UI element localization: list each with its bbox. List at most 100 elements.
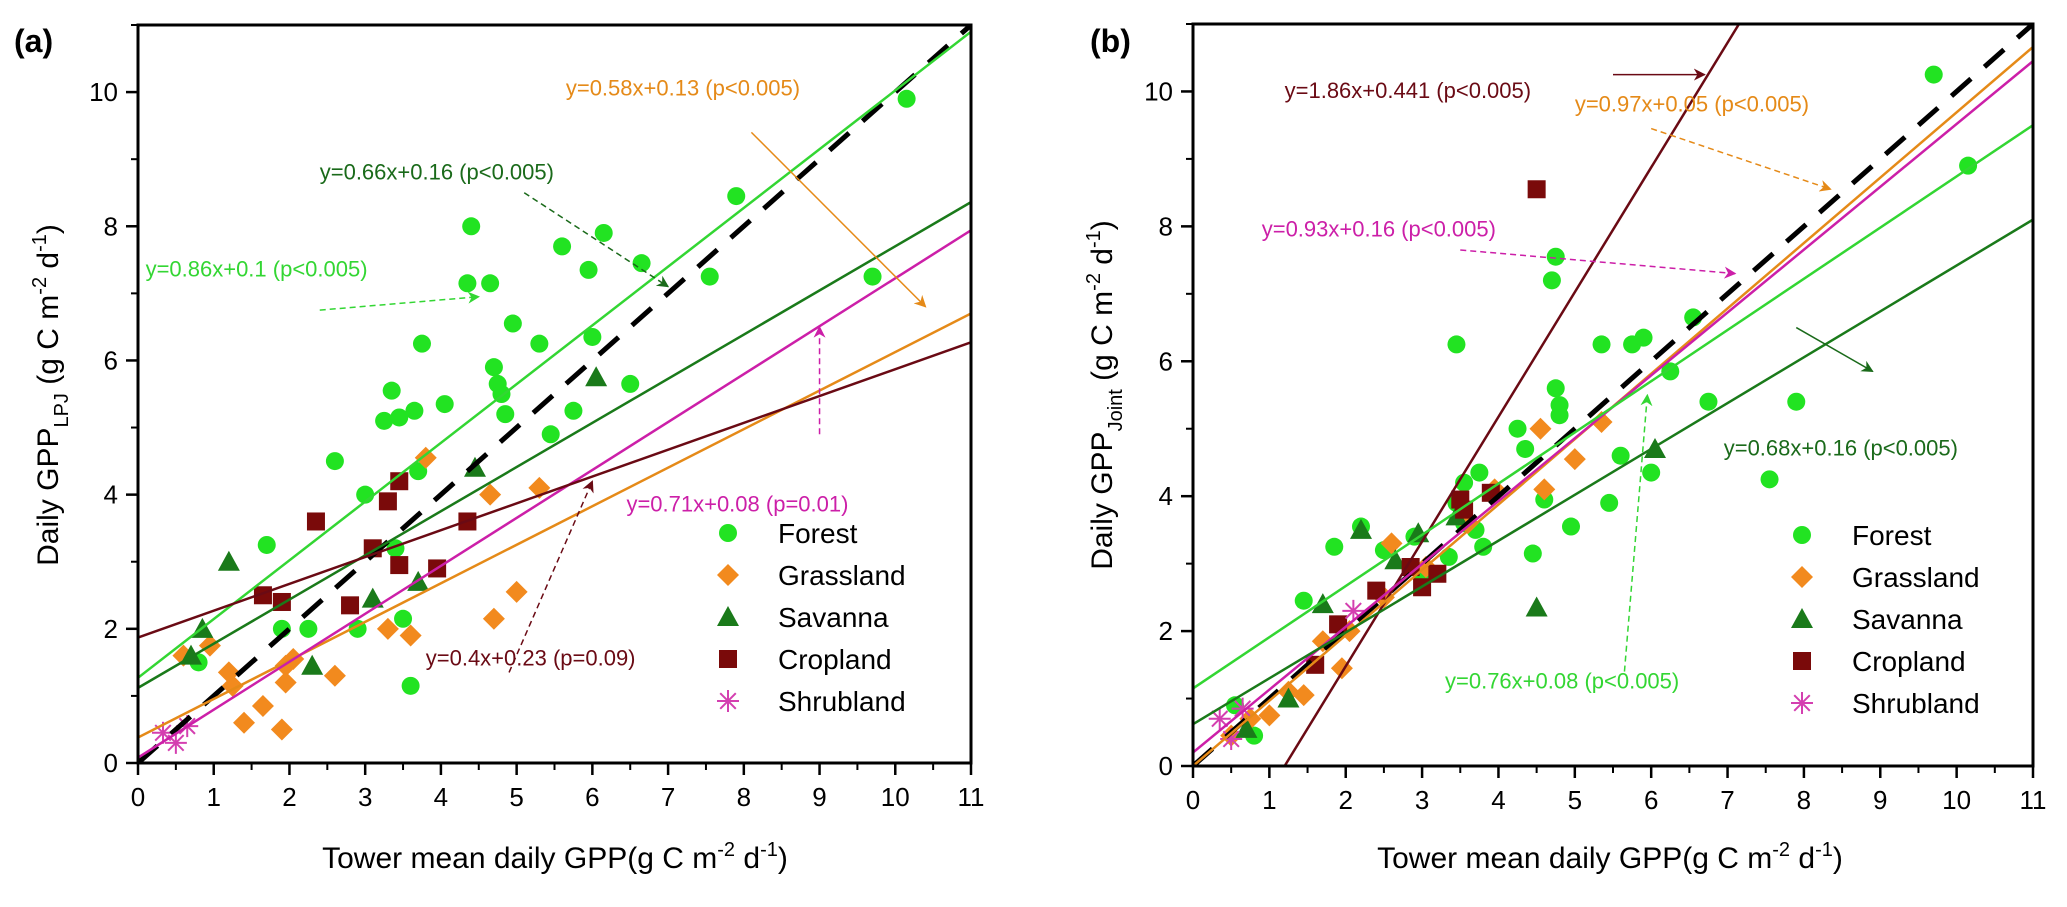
data-point-forest <box>401 676 420 695</box>
annotation-arrow <box>1460 249 1737 279</box>
equation-label: y=0.68x+0.16 (p<0.005) <box>1724 436 1958 461</box>
x-axis-title: Tower mean daily GPP(g C m-2 d-1) <box>322 839 788 875</box>
y-tick-label: 2 <box>104 614 118 644</box>
y-axis: 0 2 4 6 8 10 <box>89 24 138 778</box>
data-point-forest <box>1546 247 1565 266</box>
y-axis-title: Daily GPPLPJ (g C m-2 d-1) <box>29 224 73 566</box>
y-axis-title: Daily GPPJoint (g C m-2 d-1) <box>1083 220 1127 570</box>
legend-label: Savanna <box>1852 604 1963 635</box>
data-point-forest <box>621 374 640 393</box>
data-point-forest <box>594 223 613 242</box>
y-tick-label: 8 <box>1159 211 1173 241</box>
legend: Forest Grassland Savanna Cropland Shrubland <box>1791 520 1980 719</box>
fit-line-savanna <box>1193 218 2033 726</box>
plot-area: y=1.86x+0.441 (p<0.005) y=0.97x+0.05 (p<0… <box>1193 24 2033 766</box>
legend-label: Savanna <box>778 602 889 633</box>
data-point-forest <box>1924 65 1943 84</box>
data-point-grassland <box>1380 532 1403 555</box>
y-axis: 0 2 4 6 8 10 <box>1144 23 1193 781</box>
y-tick-label: 10 <box>1144 76 1173 106</box>
legend-marker-savanna <box>717 606 739 626</box>
equation-label: y=0.76x+0.08 (p<0.005) <box>1445 668 1679 693</box>
panel-a: (a) y=0.58x+0.13 (p<0.005) y=0.66x+0.16 (… <box>14 23 985 875</box>
data-point-grassland <box>1590 410 1613 433</box>
legend-item-savanna: Savanna <box>1791 604 1963 635</box>
y-tick-label: 4 <box>104 480 118 510</box>
x-tick-label: 6 <box>1644 785 1658 815</box>
legend-label: Grassland <box>778 560 906 591</box>
legend-marker-cropland <box>719 650 737 668</box>
data-point-forest <box>1760 470 1779 489</box>
y-tick-label: 2 <box>1159 616 1173 646</box>
data-point-forest <box>553 237 572 256</box>
data-point-forest <box>1523 544 1542 563</box>
y-tick-label: 4 <box>1159 481 1173 511</box>
annotation-arrow <box>508 480 594 673</box>
data-point-forest <box>1959 156 1978 175</box>
y-tick-label: 8 <box>104 211 118 241</box>
data-point-forest <box>897 89 916 108</box>
x-tick-label: 9 <box>812 782 826 812</box>
data-point-forest <box>1546 379 1565 398</box>
one-to-one-line <box>1193 24 2033 766</box>
data-point-grassland <box>251 694 274 717</box>
data-point-forest <box>484 358 503 377</box>
x-tick-label: 8 <box>1797 785 1811 815</box>
data-point-savanna <box>1525 596 1548 617</box>
data-point-grassland <box>414 446 437 469</box>
equation-label: y=1.86x+0.441 (p<0.005) <box>1285 78 1531 103</box>
data-point-cropland <box>1329 615 1348 634</box>
data-point-forest <box>375 411 394 430</box>
equation-label: y=0.86x+0.1 (p<0.005) <box>146 257 368 282</box>
panel-label: (b) <box>1090 23 1131 59</box>
data-point-forest <box>405 401 424 420</box>
series-forest <box>189 89 916 695</box>
data-point-savanna <box>1350 518 1372 539</box>
data-point-savanna <box>585 366 608 387</box>
data-point-forest <box>1542 271 1561 290</box>
legend-label: Forest <box>1852 520 1932 551</box>
data-point-cropland <box>341 596 360 615</box>
data-point-savanna <box>1384 549 1407 570</box>
data-point-cropland <box>390 556 409 575</box>
x-tick-label: 6 <box>585 782 599 812</box>
data-point-forest <box>1294 591 1313 610</box>
one-to-one-line <box>138 25 971 763</box>
x-tick-label: 8 <box>737 782 751 812</box>
x-tick-label: 4 <box>434 782 448 812</box>
data-point-grassland <box>399 624 422 647</box>
data-point-cropland <box>1367 581 1386 600</box>
annotation-arrow <box>1795 326 1874 373</box>
equation-label: y=0.66x+0.16 (p<0.005) <box>320 159 554 184</box>
legend-marker-shrubland <box>717 690 739 712</box>
data-point-forest <box>1508 419 1527 438</box>
data-point-forest <box>1439 547 1458 566</box>
data-point-grassland <box>479 483 502 506</box>
legend-item-savanna: Savanna <box>717 602 889 633</box>
data-point-forest <box>496 405 515 424</box>
data-point-cropland <box>390 472 409 491</box>
data-point-grassland <box>376 617 399 640</box>
data-point-forest <box>1787 392 1806 411</box>
x-tick-label: 1 <box>1262 785 1276 815</box>
data-point-cropland <box>306 512 325 531</box>
x-tick-label: 10 <box>881 782 910 812</box>
data-point-grassland <box>482 607 505 630</box>
x-axis: 0 1 2 3 4 5 6 7 8 9 10 11 <box>131 763 985 812</box>
legend-item-grassland: Grassland <box>717 560 906 591</box>
data-point-grassland <box>274 671 297 694</box>
data-point-grassland <box>505 580 528 603</box>
x-tick-label: 4 <box>1491 785 1505 815</box>
y-tick-label: 10 <box>89 77 118 107</box>
legend-item-shrubland: Shrubland <box>1791 688 1980 719</box>
equation-label: y=0.93x+0.16 (p<0.005) <box>1262 216 1496 241</box>
x-tick-label: 2 <box>282 782 296 812</box>
legend: Forest Grassland Savanna Cropland Shrubland <box>717 518 906 717</box>
x-tick-label: 2 <box>1338 785 1352 815</box>
fit-line-shrubland <box>138 229 971 759</box>
data-point-forest <box>632 254 651 273</box>
equation-label: y=0.4x+0.23 (p=0.09) <box>426 646 636 671</box>
data-point-forest <box>462 217 481 236</box>
data-point-forest <box>1699 392 1718 411</box>
